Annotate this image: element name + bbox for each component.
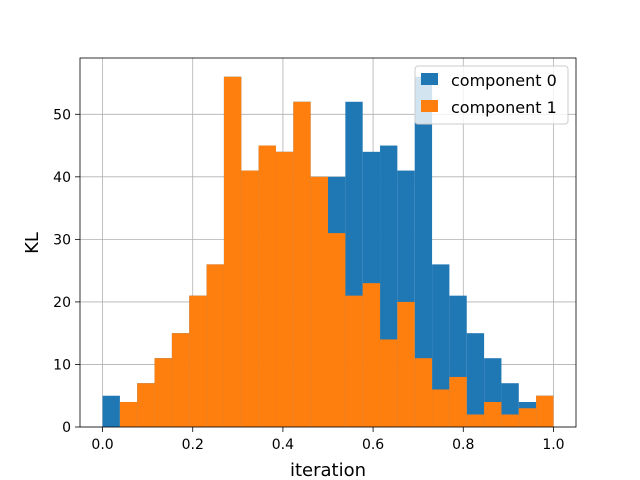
x-tick-label: 0.2 (182, 437, 204, 453)
ticks-layer: 0.0 0.2 0.4 0.6 0.8 1.0 0 10 20 30 40 50 (53, 107, 564, 453)
bar-component-1 (328, 233, 346, 427)
legend-box (414, 65, 569, 125)
bar-component-1 (414, 358, 433, 427)
bar-component-1 (380, 339, 398, 427)
x-tick-label: 0.8 (452, 437, 474, 453)
series-component-1 (119, 76, 554, 428)
y-tick-label: 20 (53, 295, 71, 311)
bar-component-1 (432, 389, 450, 427)
x-tick-label: 0.6 (362, 437, 384, 453)
bar-component-0 (466, 333, 485, 427)
bar-component-1 (275, 151, 294, 428)
bar-component-1 (449, 376, 467, 427)
bar-component-1 (206, 264, 224, 427)
bar-component-0 (414, 76, 433, 428)
bars-layer (102, 76, 554, 428)
y-tick-label: 30 (53, 232, 71, 248)
bar-component-1 (466, 414, 485, 427)
bar-component-1 (536, 395, 554, 427)
bar-component-1 (258, 145, 276, 427)
bar-component-1 (119, 401, 138, 427)
y-axis-label: KL (22, 232, 43, 254)
x-tick-label: 0.0 (91, 437, 113, 453)
bar-component-1 (362, 283, 381, 427)
bar-component-0 (102, 395, 120, 427)
bar-component-1 (397, 301, 415, 427)
x-tick-label: 1.0 (542, 437, 564, 453)
y-tick-label: 40 (53, 170, 71, 186)
bar-component-1 (518, 408, 537, 427)
y-tick-label: 0 (62, 420, 71, 436)
bar-component-1 (345, 295, 363, 427)
bar-component-1 (189, 295, 207, 427)
bar-component-1 (223, 76, 242, 428)
legend: component 0 component 1 (414, 65, 569, 125)
bar-component-1 (241, 170, 259, 427)
bar-component-1 (171, 333, 190, 427)
plot-frame (79, 57, 577, 428)
x-axis-label: iteration (290, 460, 366, 480)
y-tick-label: 50 (53, 107, 71, 123)
bar-component-1 (501, 414, 519, 427)
legend-label-component-1: component 1 (451, 98, 557, 117)
bar-component-1 (293, 101, 311, 427)
legend-label-component-0: component 0 (451, 71, 557, 90)
bar-component-1 (154, 358, 172, 427)
legend-swatch-component-1 (421, 100, 438, 112)
y-tick-label: 10 (53, 357, 71, 373)
bar-component-1 (137, 383, 155, 427)
bar-component-0 (432, 264, 450, 427)
bar-component-1 (310, 176, 328, 427)
bar-component-1 (484, 401, 502, 427)
legend-swatch-component-0 (421, 73, 438, 85)
x-tick-label: 0.4 (272, 437, 294, 453)
